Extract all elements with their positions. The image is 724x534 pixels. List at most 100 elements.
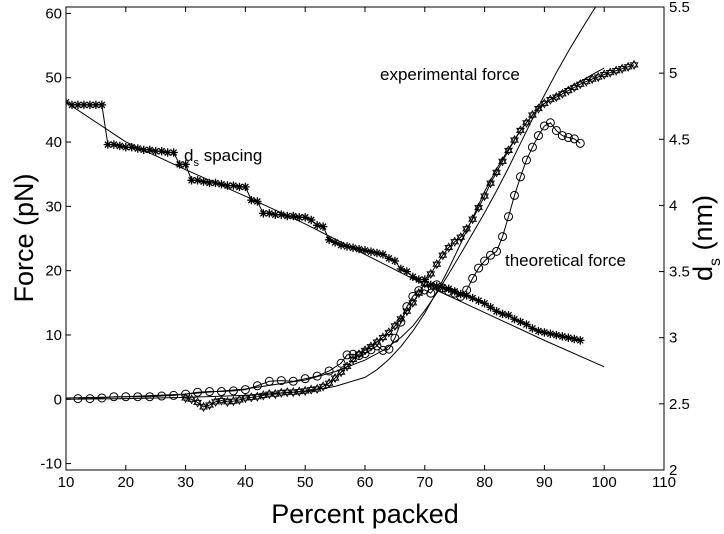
data-point-theoretical-force	[145, 392, 155, 402]
data-point-experimental-force	[330, 372, 340, 384]
data-point-experimental-force	[522, 117, 531, 128]
data-point-ds-spacing	[181, 160, 190, 169]
annotation-theoretical-force: theoretical force	[505, 251, 626, 270]
data-point-experimental-force	[510, 135, 519, 146]
x-tick-label: 100	[592, 474, 617, 491]
data-point-ds-spacing	[540, 328, 549, 337]
data-point-theoretical-force	[414, 286, 424, 296]
series-line-theoretical-force-fit	[66, 7, 597, 399]
series-line-experimental-force	[185, 64, 635, 408]
data-point-theoretical-force	[228, 386, 238, 396]
data-point-theoretical-force	[551, 125, 561, 135]
y2-tick-label: 2.5	[669, 396, 690, 413]
data-point-theoretical-force	[563, 133, 573, 143]
y-axis-title: Force (pN)	[9, 173, 39, 302]
data-point-experimental-force	[426, 268, 436, 279]
data-point-ds-spacing	[360, 246, 370, 255]
y-tick-label: 10	[45, 327, 62, 344]
y2-tick-label: 3	[669, 330, 677, 347]
data-point-experimental-force	[223, 396, 232, 407]
plot-area-frame	[65, 6, 665, 471]
data-point-experimental-force	[605, 67, 615, 78]
data-point-ds-spacing	[109, 140, 119, 149]
data-point-experimental-force	[581, 76, 591, 87]
x-tick-label: 70	[416, 474, 433, 491]
data-point-ds-spacing	[498, 309, 507, 319]
data-point-ds-spacing	[265, 209, 274, 218]
data-point-ds-spacing	[235, 182, 244, 192]
x-tick-label: 110	[652, 474, 676, 491]
data-point-theoretical-force	[348, 349, 358, 359]
y2-tick-label: 5	[669, 65, 677, 82]
x-tick-label: 60	[357, 474, 374, 491]
data-point-ds-spacing	[306, 215, 316, 225]
x-tick-label: 30	[177, 474, 194, 491]
data-point-theoretical-force	[336, 358, 346, 368]
data-point-theoretical-force	[342, 350, 352, 360]
data-point-ds-spacing	[420, 275, 429, 284]
y-tick-label: 20	[45, 263, 62, 280]
data-point-ds-spacing	[546, 329, 555, 338]
data-point-experimental-force	[432, 259, 442, 270]
data-point-theoretical-force	[575, 138, 585, 148]
data-point-ds-spacing	[474, 296, 483, 305]
data-point-theoretical-force	[468, 273, 478, 283]
data-point-theoretical-force	[157, 391, 167, 401]
data-point-ds-spacing	[516, 317, 525, 327]
data-point-ds-spacing	[438, 283, 447, 292]
data-point-ds-spacing	[169, 148, 178, 157]
y-tick-label: 50	[45, 70, 62, 87]
data-point-experimental-force	[444, 242, 454, 253]
data-point-theoretical-force	[97, 393, 107, 403]
data-point-theoretical-force	[426, 288, 436, 298]
series-ds-spacing	[66, 98, 585, 345]
data-point-experimental-force	[294, 386, 304, 397]
data-point-experimental-force	[623, 61, 633, 72]
series-theoretical-force-fit	[66, 7, 597, 399]
data-point-ds-spacing	[97, 100, 107, 110]
data-point-ds-spacing	[576, 336, 585, 345]
data-point-ds-spacing	[163, 148, 172, 157]
data-point-ds-spacing	[462, 291, 471, 300]
y2-tick-label: 5.5	[669, 0, 690, 16]
data-point-experimental-force	[193, 397, 202, 408]
data-point-theoretical-force	[408, 291, 418, 301]
data-point-ds-spacing	[205, 178, 214, 188]
data-point-ds-spacing	[91, 100, 101, 110]
data-point-theoretical-force	[515, 172, 525, 182]
data-point-experimental-force	[264, 389, 274, 400]
data-point-ds-spacing	[229, 181, 238, 190]
y2-tick-label: 4.5	[669, 131, 690, 148]
y-tick-label: 60	[45, 5, 62, 22]
x-tick-label: 40	[237, 474, 254, 491]
x-tick-label: 80	[476, 474, 493, 491]
data-point-theoretical-force	[169, 390, 179, 400]
data-point-ds-spacing	[193, 176, 202, 185]
data-point-ds-spacing	[558, 332, 567, 341]
data-point-theoretical-force	[193, 387, 203, 397]
annotation-experimental-force: experimental force	[380, 65, 520, 84]
data-point-theoretical-force	[521, 155, 531, 165]
data-point-experimental-force	[199, 401, 208, 413]
series-line-ds-spacing	[66, 101, 581, 341]
data-layer	[66, 7, 639, 413]
annotation-ds-spacing: ds spacing	[184, 146, 262, 169]
data-point-theoretical-force	[545, 118, 555, 128]
y2-axis-title: ds (nm)	[688, 195, 724, 281]
y-tick-label: 30	[45, 198, 62, 215]
tick-layer: 10 20 30 40 50 60 70 80 90 100 110 -10 0 10 20 30 40 50 60…	[40, 0, 690, 491]
data-point-experimental-force	[438, 250, 448, 261]
data-point-ds-spacing	[552, 330, 561, 340]
data-point-ds-spacing	[522, 320, 531, 329]
series-line-ds-spacing-fit	[66, 101, 605, 368]
clipped-data	[66, 7, 639, 413]
data-point-ds-spacing	[444, 284, 453, 293]
data-point-ds-spacing	[570, 334, 579, 344]
data-point-ds-spacing	[396, 264, 406, 274]
data-point-experimental-force	[276, 387, 286, 398]
data-point-ds-spacing	[456, 289, 465, 299]
data-point-ds-spacing	[157, 146, 166, 156]
data-point-ds-spacing	[354, 244, 364, 254]
data-point-experimental-force	[516, 125, 525, 136]
data-point-experimental-force	[390, 320, 400, 332]
